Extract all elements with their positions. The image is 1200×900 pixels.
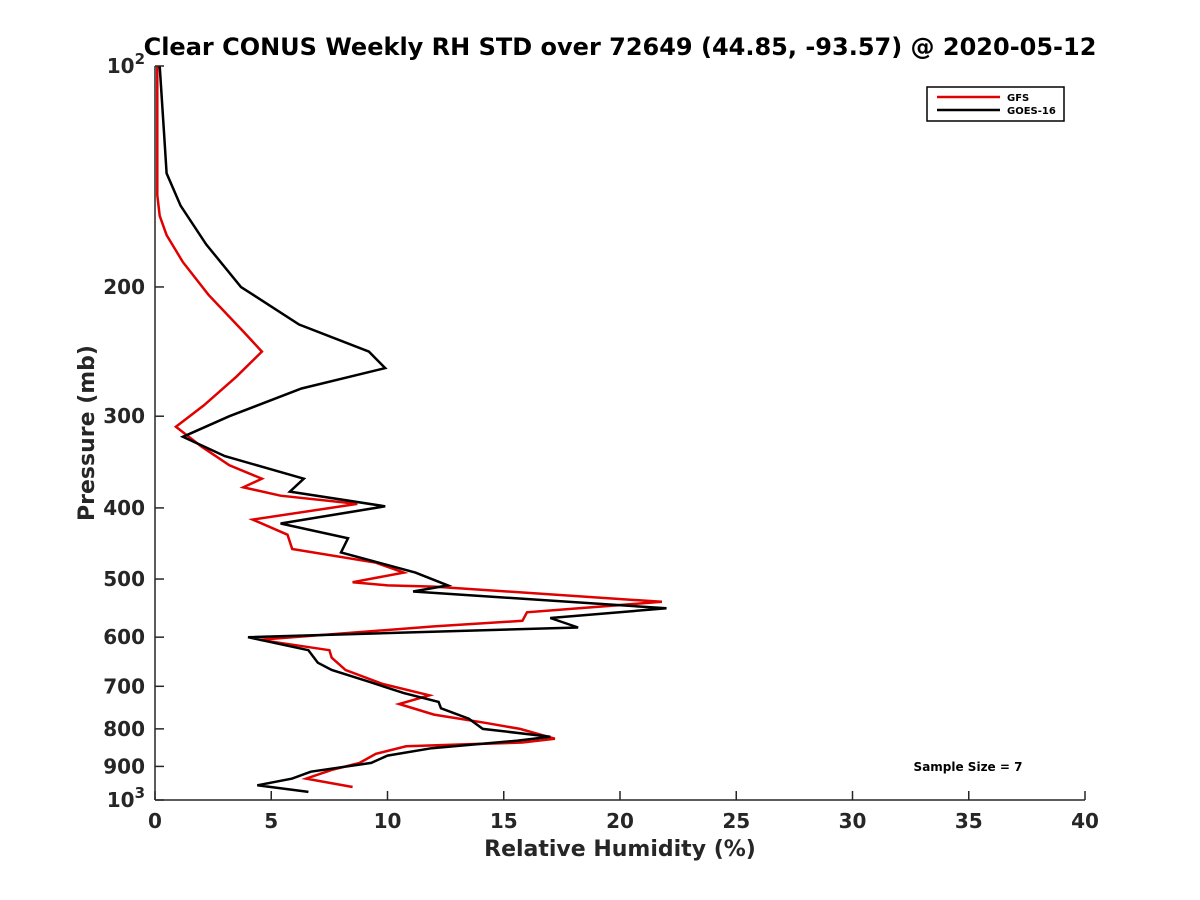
y-tick-label: 103 bbox=[107, 784, 145, 812]
y-tick-label: 400 bbox=[103, 496, 145, 520]
legend-box bbox=[926, 86, 1065, 122]
x-tick-label: 35 bbox=[955, 809, 983, 833]
y-tick-label: 900 bbox=[103, 754, 145, 778]
x-tick-label: 30 bbox=[839, 809, 867, 833]
sample-size-annotation: Sample Size = 7 bbox=[914, 760, 1023, 774]
y-tick-label: 300 bbox=[103, 404, 145, 428]
x-tick-label: 25 bbox=[722, 809, 750, 833]
x-tick-label: 40 bbox=[1071, 809, 1099, 833]
x-axis-label: Relative Humidity (%) bbox=[484, 837, 756, 862]
series-line-goes-16 bbox=[158, 65, 667, 794]
x-tick-label: 15 bbox=[490, 809, 518, 833]
y-ticks: 102 200 300 400 500 600 700 800 900 103 bbox=[103, 50, 164, 812]
y-tick-label: 600 bbox=[103, 625, 145, 649]
y-tick-label: 700 bbox=[103, 674, 145, 698]
x-ticks: 0 5 10 15 20 25 30 35 40 bbox=[148, 791, 1099, 833]
chart-title: Clear CONUS Weekly RH STD over 72649 (44… bbox=[144, 33, 1097, 61]
y-tick-label: 800 bbox=[103, 717, 145, 741]
y-axis-label: Pressure (mb) bbox=[75, 345, 100, 521]
y-tick-label: 500 bbox=[103, 567, 145, 591]
legend: GFS GOES-16 bbox=[926, 86, 1065, 122]
y-tick-label: 200 bbox=[103, 275, 145, 299]
x-tick-label: 5 bbox=[264, 809, 278, 833]
y-tick-label: 102 bbox=[107, 50, 145, 78]
legend-label-gfs: GFS bbox=[1007, 93, 1029, 104]
x-tick-label: 10 bbox=[374, 809, 402, 833]
x-tick-label: 0 bbox=[148, 809, 162, 833]
x-tick-label: 20 bbox=[606, 809, 634, 833]
series-line-gfs bbox=[156, 66, 662, 789]
plot-lines bbox=[156, 65, 667, 794]
legend-label-goes-16: GOES-16 bbox=[1007, 106, 1056, 117]
